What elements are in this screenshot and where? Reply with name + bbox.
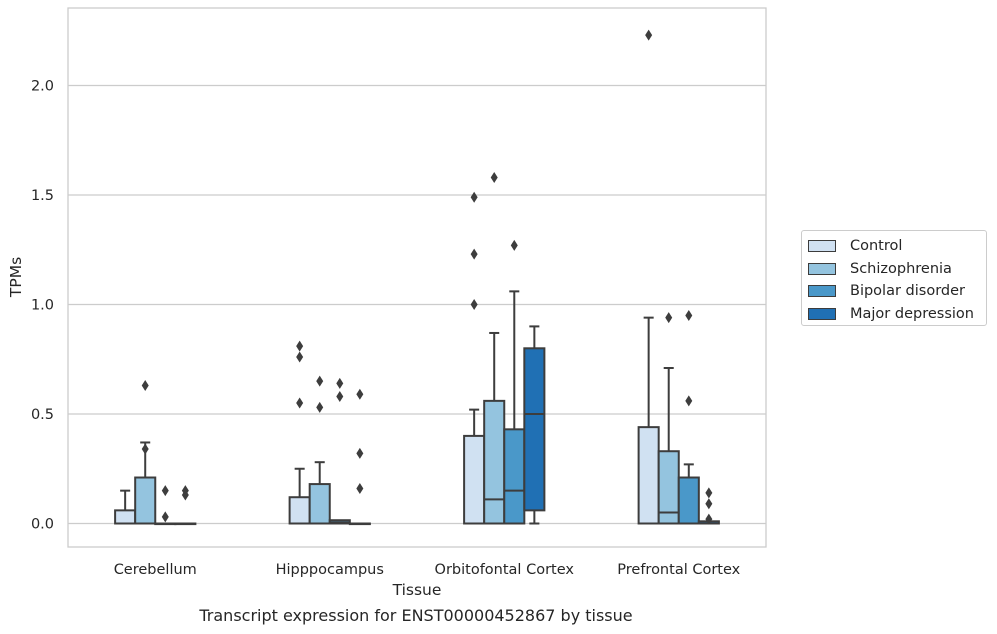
outlier-point xyxy=(181,485,189,497)
y-tick-label: 1.5 xyxy=(31,188,54,204)
outlier-point xyxy=(296,397,304,409)
x-axis-label: Tissue xyxy=(392,581,442,599)
box-control xyxy=(288,340,311,525)
legend-item: Bipolar disorder xyxy=(808,281,965,301)
y-tick-label: 1.0 xyxy=(31,298,54,314)
outlier-point xyxy=(141,380,149,392)
legend-label: Schizophrenia xyxy=(850,260,952,277)
outlier-point xyxy=(490,171,498,183)
box-iqr xyxy=(134,476,157,525)
outlier-point xyxy=(470,248,478,260)
outlier-point xyxy=(705,513,713,525)
y-tick-label: 0.0 xyxy=(31,517,54,533)
box-major-depression xyxy=(348,388,371,526)
legend: Control Schizophrenia Bipolar disorder Majo… xyxy=(801,230,987,326)
outlier-point xyxy=(685,395,693,407)
outlier-point xyxy=(296,351,304,363)
outlier-point xyxy=(296,340,304,352)
box-bipolar-disorder xyxy=(677,309,700,525)
box-major-depression xyxy=(697,487,720,525)
outlier-point xyxy=(336,390,344,402)
outlier-point xyxy=(705,498,713,510)
legend-swatch xyxy=(808,285,836,297)
box-schizophrenia xyxy=(308,375,331,525)
box-control xyxy=(114,489,137,525)
box-iqr xyxy=(463,434,486,525)
outlier-point xyxy=(705,487,713,499)
outlier-point xyxy=(356,447,364,459)
box-schizophrenia xyxy=(134,380,157,525)
plot-frame xyxy=(67,7,767,548)
box-iqr xyxy=(288,496,311,525)
x-tick-label: Hipppocampus xyxy=(276,562,384,578)
legend-label: Bipolar disorder xyxy=(850,283,965,299)
legend-label: Major depression xyxy=(850,305,974,322)
outlier-point xyxy=(356,388,364,400)
outlier-point xyxy=(316,401,324,413)
box-iqr xyxy=(677,476,700,525)
outlier-point xyxy=(470,191,478,203)
x-tick-label: Prefrontal Cortex xyxy=(617,562,740,578)
box-iqr xyxy=(308,483,331,525)
outlier-point xyxy=(645,29,653,41)
legend-item: Major depression xyxy=(808,304,974,324)
outlier-point xyxy=(356,482,364,494)
box-schizophrenia xyxy=(657,312,680,525)
box-iqr xyxy=(483,399,506,525)
box-major-depression xyxy=(523,325,546,525)
box-bipolar-disorder xyxy=(328,377,351,525)
outlier-point xyxy=(665,312,673,324)
box-control xyxy=(637,29,660,525)
outlier-point xyxy=(336,377,344,389)
outlier-point xyxy=(161,511,169,523)
outlier-point xyxy=(316,375,324,387)
x-tick-label: Orbitofontal Cortex xyxy=(435,562,575,578)
outlier-point xyxy=(141,443,149,455)
box-iqr xyxy=(503,428,526,525)
y-tick-label: 2.0 xyxy=(31,79,54,95)
box-schizophrenia xyxy=(483,171,506,525)
y-tick-labels: 0.0 0.5 1.0 1.5 2.0 xyxy=(31,79,54,533)
y-tick-label: 0.5 xyxy=(31,407,54,423)
outlier-point xyxy=(685,309,693,321)
legend-swatch xyxy=(808,262,836,275)
outlier-point xyxy=(470,299,478,310)
box-iqr xyxy=(637,426,660,525)
box-bipolar-disorder xyxy=(503,239,526,525)
box-major-depression xyxy=(174,485,197,526)
box-control xyxy=(463,191,486,525)
outlier-point xyxy=(510,239,518,251)
x-tick-labels: Cerebellum Hipppocampus Orbitofontal Corte… xyxy=(114,562,741,578)
legend-label: Control xyxy=(850,238,903,254)
y-axis-label: TPMs xyxy=(7,257,25,298)
legend-item: Schizophrenia xyxy=(808,259,952,279)
legend-swatch xyxy=(808,307,836,320)
x-tick-label: Cerebellum xyxy=(114,562,197,578)
box-bipolar-disorder xyxy=(154,485,177,526)
plot-marks xyxy=(114,29,720,526)
chart-caption: Transcript expression for ENST0000045286… xyxy=(199,606,633,625)
legend-item: Control xyxy=(808,236,902,256)
outlier-point xyxy=(161,485,169,497)
legend-swatch xyxy=(808,240,836,252)
box-iqr xyxy=(523,347,546,512)
box-iqr xyxy=(114,509,137,525)
